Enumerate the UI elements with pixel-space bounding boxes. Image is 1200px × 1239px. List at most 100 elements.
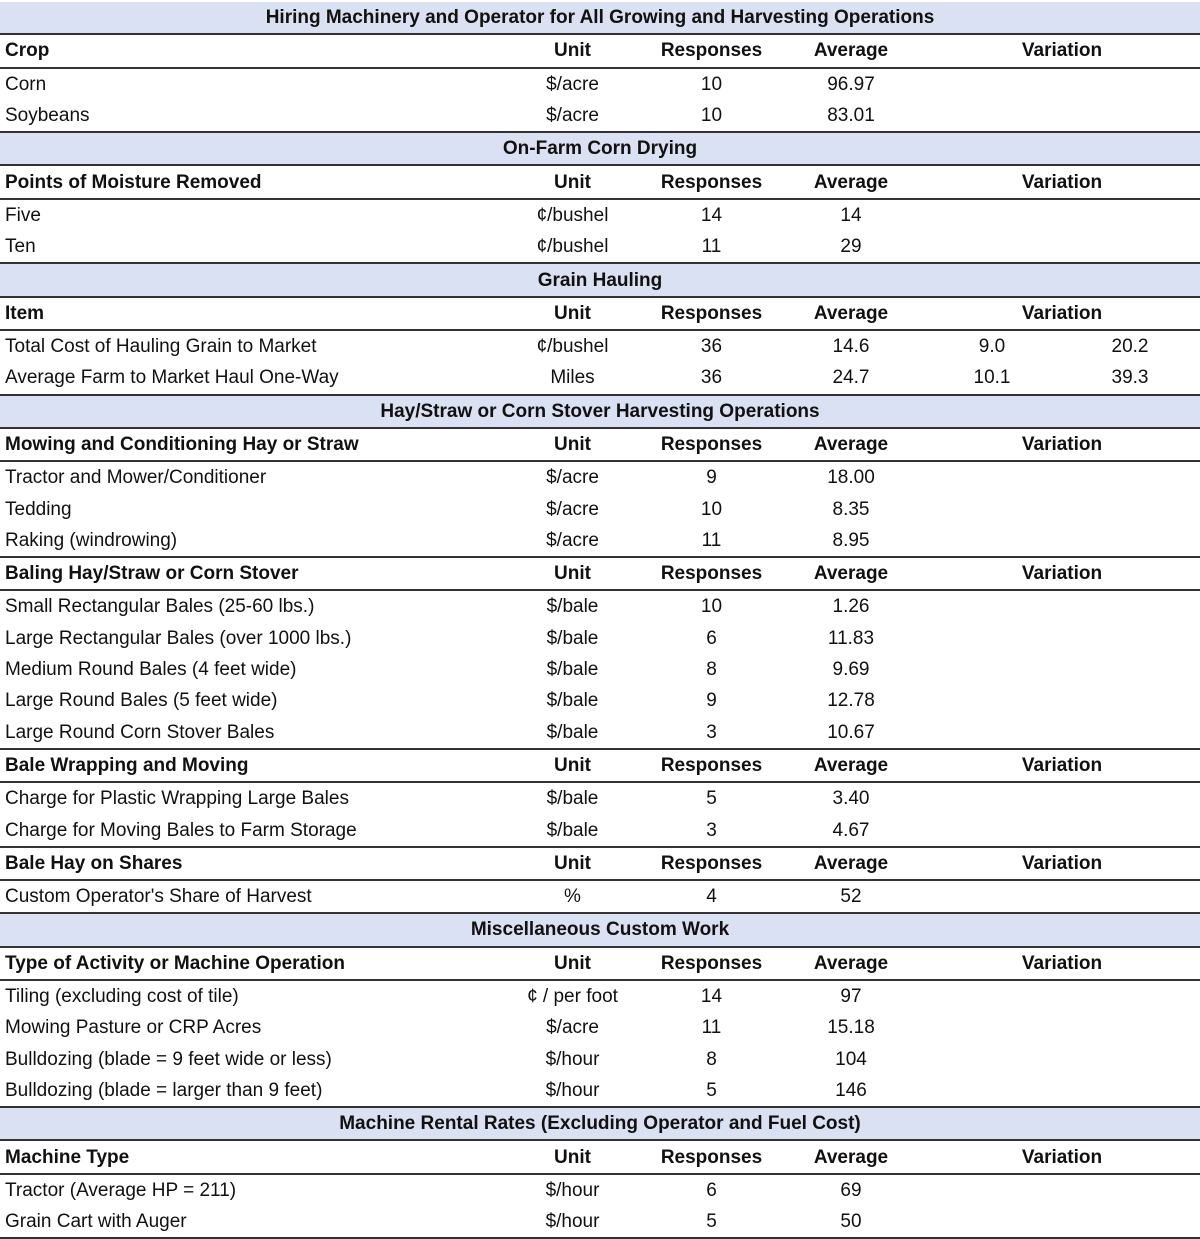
variation-header: Variation [924, 1140, 1200, 1175]
table-row: Tractor (Average HP = 211) $/hour 6 69 [0, 1174, 1200, 1206]
responses-header: Responses [645, 1140, 778, 1175]
group-header: Mowing and Conditioning Hay or Straw [0, 427, 500, 463]
responses-cell: 8 [706, 1048, 717, 1070]
responses-header: Responses [645, 427, 778, 463]
unit-header: Unit [500, 296, 645, 331]
variation-low-cell [924, 231, 1060, 263]
table-row: Small Rectangular Bales (25-60 lbs.) $/ba… [0, 590, 1200, 622]
responses-cell: 6 [706, 1179, 717, 1201]
table-row: Corn $/acre 10 96.97 [0, 68, 1200, 100]
table-row: Custom Operator's Share of Harvest% 4 52 [0, 880, 1200, 913]
average-cell: 4.67 [832, 819, 870, 841]
item-cell: Custom Operator's Share of Harvest [5, 886, 312, 908]
variation-high-cell [1060, 782, 1200, 814]
unit-cell: $/acre [546, 529, 599, 551]
variation-header: Variation [924, 946, 1200, 981]
unit-cell: $/bale [546, 627, 599, 649]
responses-cell: 3 [706, 721, 717, 743]
item-cell: Average Farm to Market Haul One-Way [5, 367, 339, 389]
variation-low-cell [924, 880, 1060, 913]
item-cell: Tiling (excluding cost of tile) [5, 986, 239, 1008]
variation-high-cell [1060, 880, 1200, 913]
responses-header: Responses [645, 845, 778, 882]
item-cell: Tractor and Mower/Conditioner [5, 467, 267, 489]
average-cell: 15.18 [827, 1017, 875, 1039]
unit-cell: % [564, 886, 581, 908]
variation-low-cell [924, 493, 1060, 524]
average-cell: 8.95 [832, 529, 870, 551]
unit-cell: $/bale [546, 788, 599, 810]
unit-cell: $/hour [500, 1205, 645, 1239]
variation-low-cell [924, 717, 1060, 749]
variation-low-cell [924, 685, 1060, 716]
average-header: Average [778, 1140, 924, 1175]
unit-cell: ¢ / per foot [527, 986, 618, 1008]
table-row: Bulldozing (blade = 9 feet wide or less)… [0, 1044, 1200, 1075]
section-title: Hiring Machinery and Operator for All Gr… [0, 2, 1200, 36]
average-cell: 18.00 [827, 467, 875, 489]
average-header: Average [778, 845, 924, 882]
item-cell: Medium Round Bales (4 feet wide) [5, 659, 297, 681]
table-row: Total Cost of Hauling Grain to Market ¢/b… [0, 330, 1200, 362]
responses-cell: 10 [700, 73, 723, 95]
average-cell: 52 [840, 886, 862, 908]
average-cell: 11.83 [827, 627, 875, 649]
average-cell: 9.69 [832, 659, 870, 681]
variation-header: Variation [924, 845, 1200, 882]
unit-cell: $/acre [546, 467, 599, 489]
average-header: Average [778, 165, 924, 200]
unit-header: Unit [500, 165, 645, 200]
group-header: Item [0, 296, 500, 331]
average-cell: 8.35 [832, 498, 870, 520]
variation-header: Variation [924, 296, 1200, 331]
table-row: Soybeans $/acre 10 83.01 [0, 100, 1200, 132]
average-cell: 1.26 [832, 596, 870, 618]
average-cell: 146 [835, 1079, 867, 1101]
variation-low-cell [924, 654, 1060, 685]
column-header-row: Bale Wrapping and Moving Unit Responses Ave… [0, 747, 1200, 784]
unit-cell: Miles [550, 367, 595, 389]
unit-cell: ¢/bushel [536, 336, 609, 358]
variation-high-cell [1060, 814, 1200, 846]
average-cell: 10.67 [827, 721, 875, 743]
responses-cell: 36 [700, 336, 723, 358]
responses-header: Responses [645, 165, 778, 200]
variation-low-cell: 10.1 [973, 367, 1011, 389]
table-row: Medium Round Bales (4 feet wide) $/bale 8 9… [0, 654, 1200, 685]
unit-cell: $/hour [545, 1079, 600, 1101]
unit-header: Unit [500, 946, 645, 981]
unit-cell: $/bale [546, 690, 599, 712]
unit-cell: ¢/bushel [536, 236, 609, 258]
variation-high-cell [1060, 493, 1200, 524]
responses-header: Responses [645, 296, 778, 331]
section-title-row: Machine Rental Rates (Excluding Operator… [0, 1106, 1200, 1142]
item-cell: Small Rectangular Bales (25-60 lbs.) [5, 596, 315, 618]
variation-high-cell [1060, 623, 1200, 654]
item-cell: Soybeans [5, 105, 90, 127]
unit-header: Unit [500, 1140, 645, 1175]
variation-low-cell [924, 525, 1060, 557]
responses-cell: 14 [700, 204, 723, 226]
item-cell: Mowing Pasture or CRP Acres [5, 1017, 262, 1039]
responses-header: Responses [645, 556, 778, 592]
variation-low-cell [924, 814, 1060, 846]
responses-header: Responses [645, 946, 778, 981]
average-cell: 29 [840, 236, 862, 258]
variation-low-cell [924, 100, 1060, 132]
variation-header: Variation [924, 165, 1200, 200]
responses-cell: 10 [700, 596, 723, 618]
item-cell: Bulldozing (blade = larger than 9 feet) [5, 1079, 323, 1101]
unit-header: Unit [500, 34, 645, 69]
unit-cell: $/acre [546, 498, 599, 520]
variation-low-cell [924, 461, 1060, 493]
average-cell: 50 [778, 1205, 924, 1239]
table-row: Raking (windrowing) $/acre 11 8.95 [0, 525, 1200, 557]
variation-high-cell [1060, 654, 1200, 685]
group-header: Baling Hay/Straw or Corn Stover [0, 556, 500, 592]
variation-header: Variation [924, 427, 1200, 463]
variation-low-cell [924, 1205, 1060, 1239]
average-header: Average [778, 747, 924, 784]
table-row: Average Farm to Market Haul One-Way Miles… [0, 362, 1200, 394]
item-cell: Grain Cart with Auger [0, 1205, 500, 1239]
table-row: Charge for Moving Bales to Farm Storage $… [0, 814, 1200, 846]
